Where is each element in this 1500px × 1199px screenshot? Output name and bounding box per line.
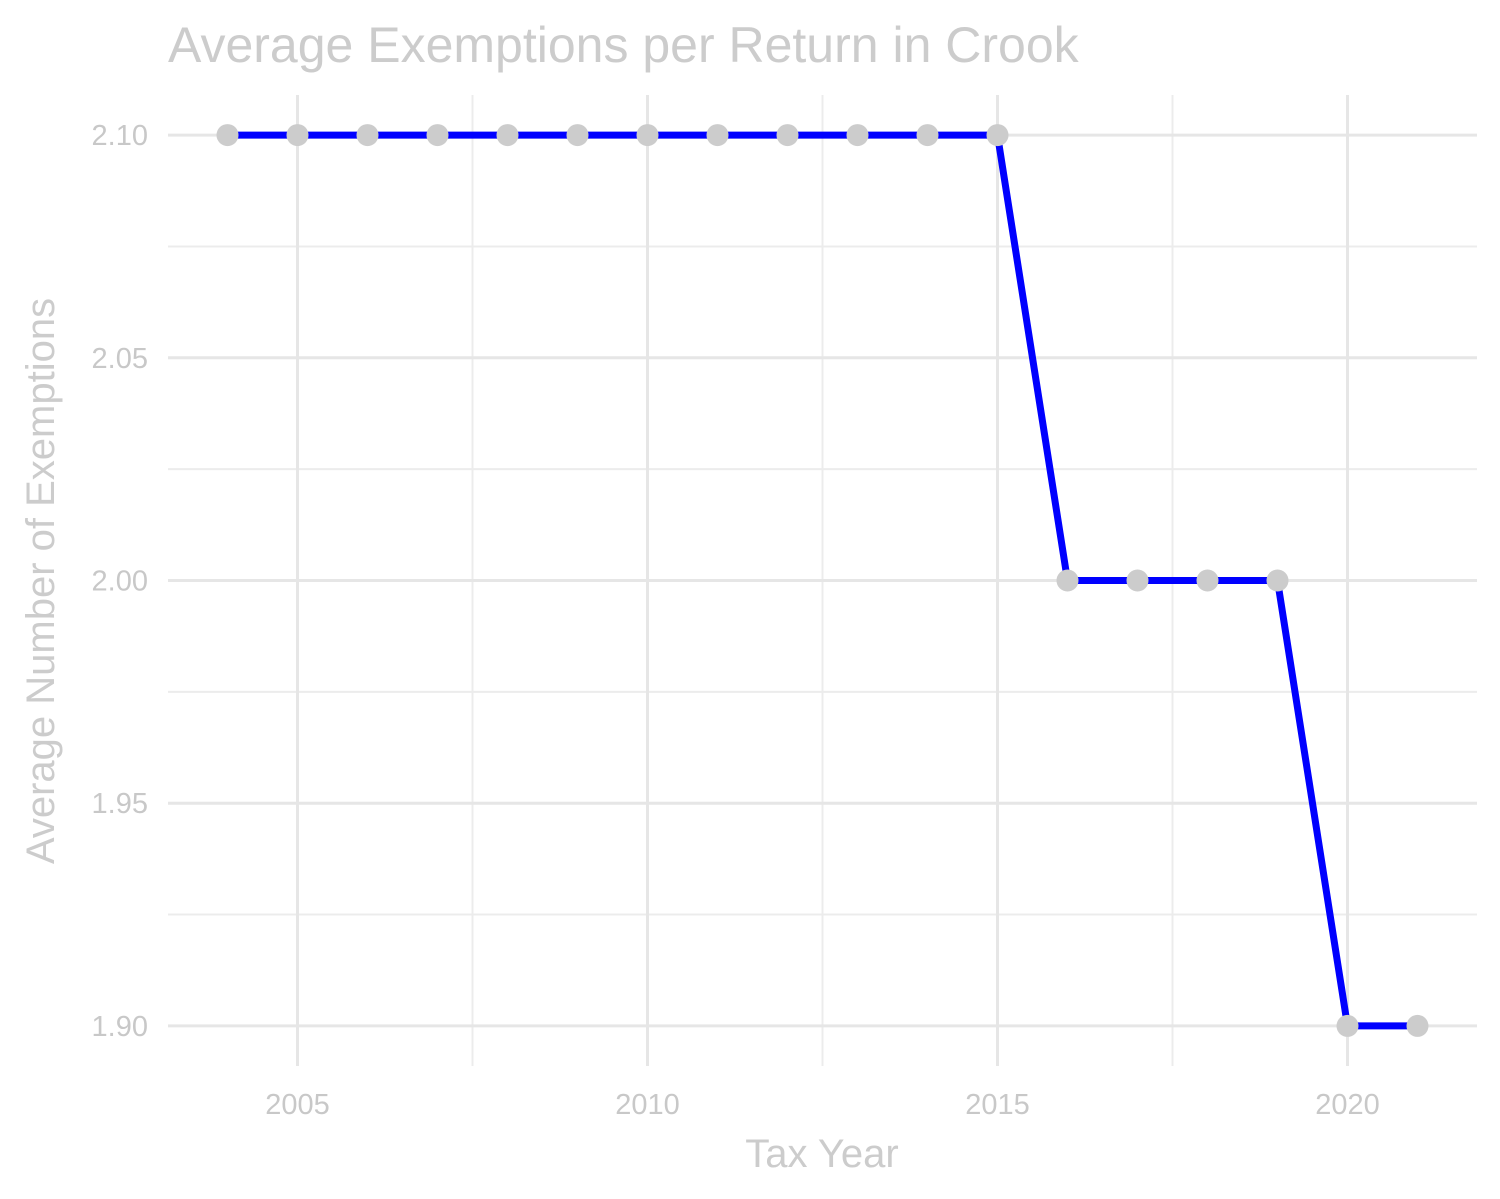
y-tick-label: 1.90 [92, 1011, 148, 1043]
data-point [216, 124, 239, 147]
series-line [227, 131, 1418, 1030]
x-tick-label: 2015 [965, 1089, 1030, 1121]
y-axis-title: Average Number of Exemptions [19, 298, 63, 864]
data-point [776, 124, 799, 147]
data-point [566, 124, 589, 147]
data-point [636, 124, 659, 147]
x-tick-label: 2020 [1315, 1089, 1380, 1121]
data-point [846, 124, 869, 147]
data-point [1336, 1014, 1359, 1037]
data-point [356, 124, 379, 147]
y-tick-label: 2.00 [92, 566, 148, 598]
data-point [1406, 1014, 1429, 1037]
data-point [496, 124, 519, 147]
series-layer [227, 131, 1418, 1030]
y-tick-label: 2.05 [92, 343, 148, 375]
data-point [1056, 569, 1079, 592]
x-tick-label: 2010 [615, 1089, 680, 1121]
chart-title: Average Exemptions per Return in Crook [168, 17, 1080, 73]
y-tick-label: 1.95 [92, 788, 148, 820]
y-tick-label: 2.10 [92, 120, 148, 152]
data-point [1126, 569, 1149, 592]
data-point [706, 124, 729, 147]
y-axis-ticks: 1.90 1.95 2.00 2.05 2.10 [92, 120, 148, 1043]
data-point [1266, 569, 1289, 592]
data-point [986, 124, 1009, 147]
x-axis-title: Tax Year [745, 1132, 898, 1176]
x-axis-ticks: 2005 2010 2015 2020 [265, 1089, 1380, 1121]
data-point [426, 124, 449, 147]
points-layer [216, 124, 1429, 1037]
data-point [286, 124, 309, 147]
x-tick-label: 2005 [265, 1089, 330, 1121]
data-point [1196, 569, 1219, 592]
data-point [916, 124, 939, 147]
